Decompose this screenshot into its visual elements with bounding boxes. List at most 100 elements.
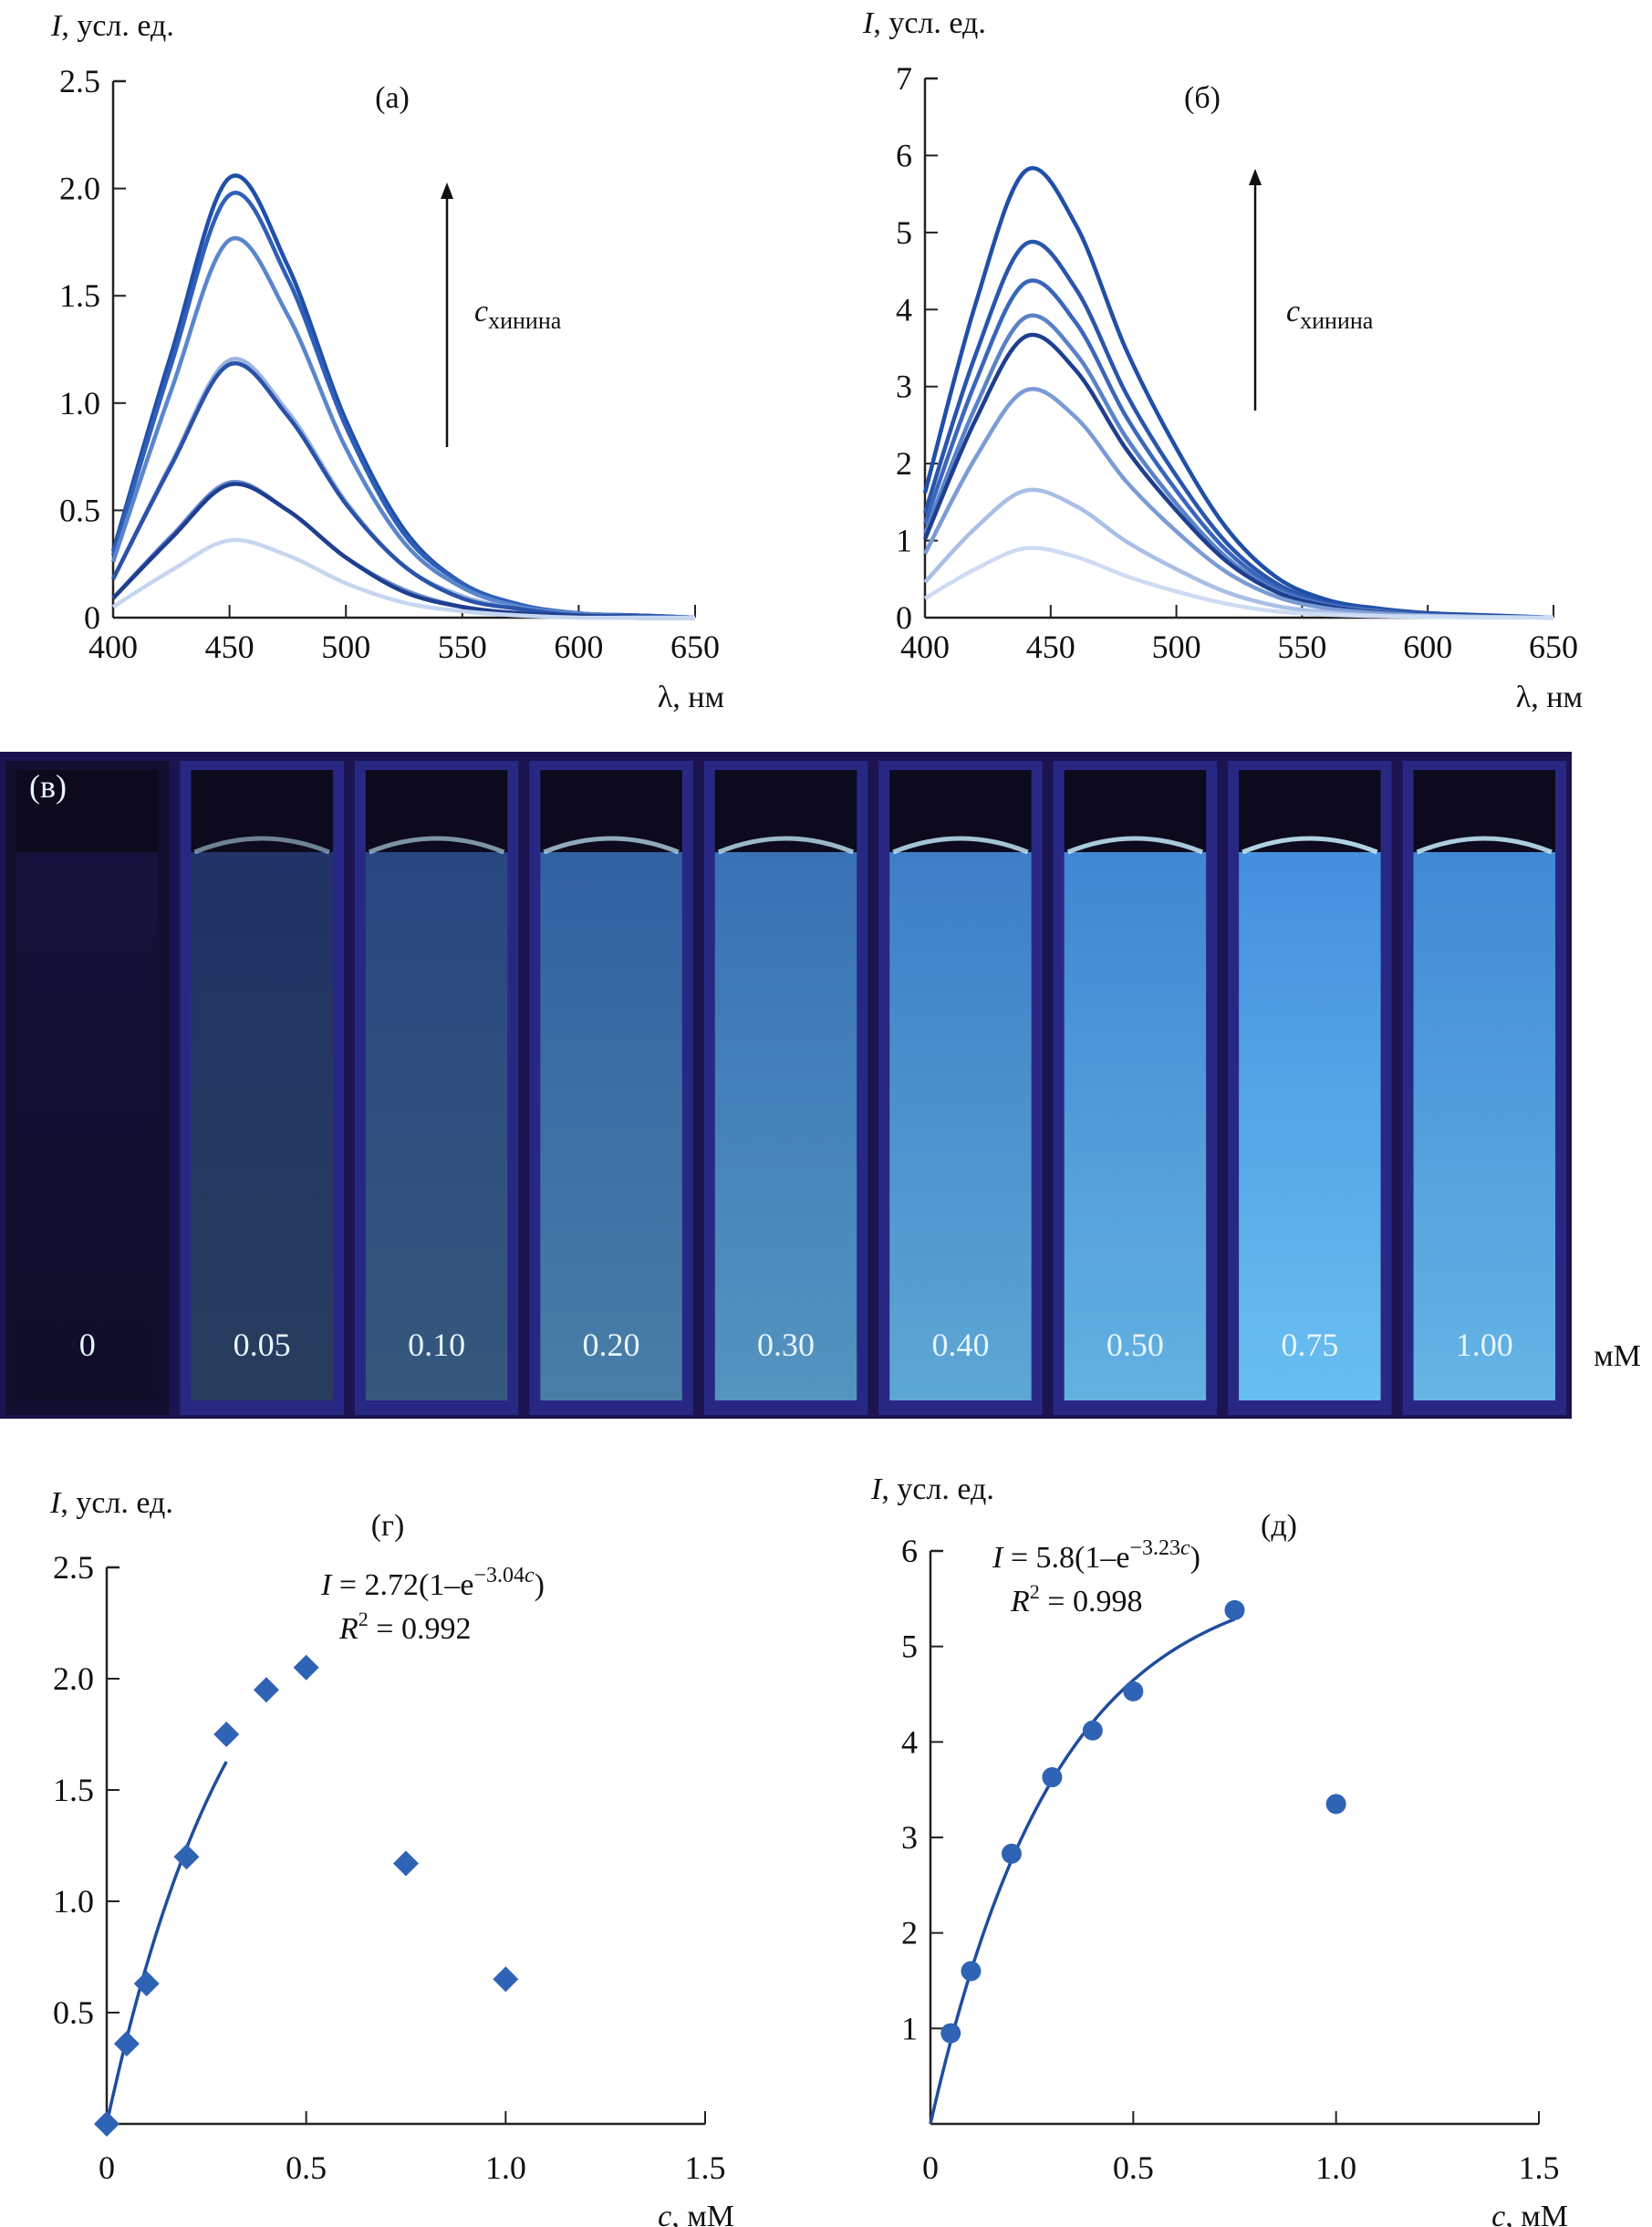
cuvette: 0.05 xyxy=(180,761,344,1415)
x-tick-label: 600 xyxy=(554,629,603,665)
cuvette: 0.75 xyxy=(1228,761,1392,1415)
cuvette: 1.00 xyxy=(1402,761,1566,1415)
cuvette-solution xyxy=(540,852,682,1400)
equation-exponent: −3.04 xyxy=(473,1564,525,1587)
cuvette: 0.10 xyxy=(354,761,519,1415)
x-label-symbol: c xyxy=(658,2200,671,2227)
panel-label: (в) xyxy=(29,768,67,805)
data-point xyxy=(393,1850,419,1877)
spectrum-line-8 xyxy=(923,546,1554,620)
y-tick-label: 3 xyxy=(901,1819,918,1856)
x-tick-label: 400 xyxy=(88,629,138,665)
x-tick-label: 450 xyxy=(1026,629,1075,665)
x-tick-label: 0 xyxy=(99,2149,115,2186)
cuvette-solution xyxy=(16,852,159,1400)
data-point xyxy=(213,1722,240,1747)
y-tick-label: 6 xyxy=(896,137,912,173)
cuvette: 0.20 xyxy=(529,761,693,1415)
x-tick-label: 0.5 xyxy=(1113,2149,1154,2186)
y-tick-label: 4 xyxy=(901,1723,918,1760)
y-tick-label: 0.5 xyxy=(59,492,100,528)
arrow-up-icon xyxy=(441,182,453,199)
equation-exponent-var: c xyxy=(525,1564,535,1587)
chart-a: 400 450 500 550 600 650 0 0.5 1.0 1.5 2.0 2.5 I, усл… xyxy=(50,9,724,714)
fit-equation: I = 2.72(1–e−3.04c) xyxy=(320,1564,545,1602)
r2-superscript: 2 xyxy=(1030,1580,1040,1603)
y-tick-label: 1 xyxy=(901,2010,918,2046)
x-label-symbol: c xyxy=(1491,2200,1505,2227)
r2-superscript: 2 xyxy=(358,1608,369,1630)
x-tick-label: 550 xyxy=(1277,629,1326,665)
y-tick-label: 1.0 xyxy=(59,385,100,421)
y-label-symbol: I xyxy=(862,6,875,40)
x-axis-label: λ, нм xyxy=(1516,681,1583,714)
meniscus xyxy=(543,836,680,855)
r2-symbol: R xyxy=(338,1612,358,1646)
annotation-subscript: хинина xyxy=(1300,307,1374,334)
equation-lhs: I xyxy=(992,1541,1004,1575)
spectrum-line-6 xyxy=(923,387,1554,620)
equation-exponent-var: c xyxy=(1180,1536,1190,1560)
x-tick-label: 500 xyxy=(321,629,370,665)
y-label-symbol: I xyxy=(49,1486,62,1520)
data-point xyxy=(94,2111,119,2137)
annotation-symbol: c xyxy=(1286,295,1300,328)
y-tick-label: 0 xyxy=(84,599,100,636)
y-label-text: , усл. ед. xyxy=(881,1473,994,1506)
y-tick-label: 0.5 xyxy=(53,1994,94,2031)
cuvette-solution xyxy=(365,852,508,1400)
equation-main: = 2.72(1–e xyxy=(331,1568,473,1602)
y-tick-label: 2.5 xyxy=(53,1549,94,1586)
r2-symbol: R xyxy=(1010,1585,1030,1618)
meniscus xyxy=(1416,836,1553,855)
y-tick-label: 1.5 xyxy=(53,1772,94,1808)
data-point xyxy=(133,1971,160,1997)
x-tick-label: 1.0 xyxy=(485,2149,526,2186)
meniscus xyxy=(193,836,330,855)
concentration-label: 0.20 xyxy=(583,1327,640,1363)
concentration-label: 0.40 xyxy=(931,1327,989,1363)
equation-close: ) xyxy=(1190,1541,1200,1575)
y-label-text: , усл. ед. xyxy=(61,9,174,43)
y-tick-label: 4 xyxy=(896,291,912,328)
y-tick-label: 6 xyxy=(901,1533,918,1569)
y-label-text: , усл. ед. xyxy=(60,1486,173,1520)
x-tick-label: 0.5 xyxy=(286,2149,327,2186)
cuvette: 0.30 xyxy=(703,761,868,1415)
data-point xyxy=(253,1677,279,1703)
spectrum-line-4 xyxy=(110,357,696,620)
x-tick-label: 400 xyxy=(900,629,950,665)
y-axis-label: I, усл. ед. xyxy=(862,6,986,40)
x-tick-label: 650 xyxy=(670,629,720,665)
y-tick-label: 2.0 xyxy=(59,171,100,207)
y-tick-label: 7 xyxy=(896,60,912,97)
y-tick-label: 5 xyxy=(901,1629,918,1665)
y-label-text: , усл. ед. xyxy=(873,6,986,40)
x-axis-label: λ, нм xyxy=(658,681,724,714)
equation-lhs: I xyxy=(320,1568,333,1602)
data-point xyxy=(1001,1843,1022,1864)
spectrum-line-6 xyxy=(111,479,696,620)
data-point xyxy=(940,2023,961,2044)
cuvette: 0.40 xyxy=(878,761,1043,1415)
r2-value: = 0.998 xyxy=(1040,1585,1143,1618)
x-tick-label: 1.5 xyxy=(685,2149,726,2186)
data-point xyxy=(493,1966,519,1993)
cuvette-solution xyxy=(714,852,857,1400)
y-tick-label: 2.5 xyxy=(59,63,100,99)
data-point xyxy=(1042,1767,1063,1788)
cuvette-solution xyxy=(1413,852,1555,1400)
cuvette-air xyxy=(16,770,159,852)
unit-label: мМ xyxy=(1594,1339,1641,1373)
r-squared: R2 = 0.998 xyxy=(1010,1580,1142,1618)
equation-main: = 5.8(1–e xyxy=(1003,1541,1129,1575)
r2-value: = 0.992 xyxy=(369,1612,472,1646)
cuvette-solution xyxy=(889,852,1032,1400)
spectrum-line-5 xyxy=(110,360,696,620)
panel-label: (д) xyxy=(1261,1509,1297,1543)
data-point xyxy=(173,1844,200,1870)
meniscus xyxy=(892,836,1029,855)
data-point xyxy=(961,1961,982,1982)
